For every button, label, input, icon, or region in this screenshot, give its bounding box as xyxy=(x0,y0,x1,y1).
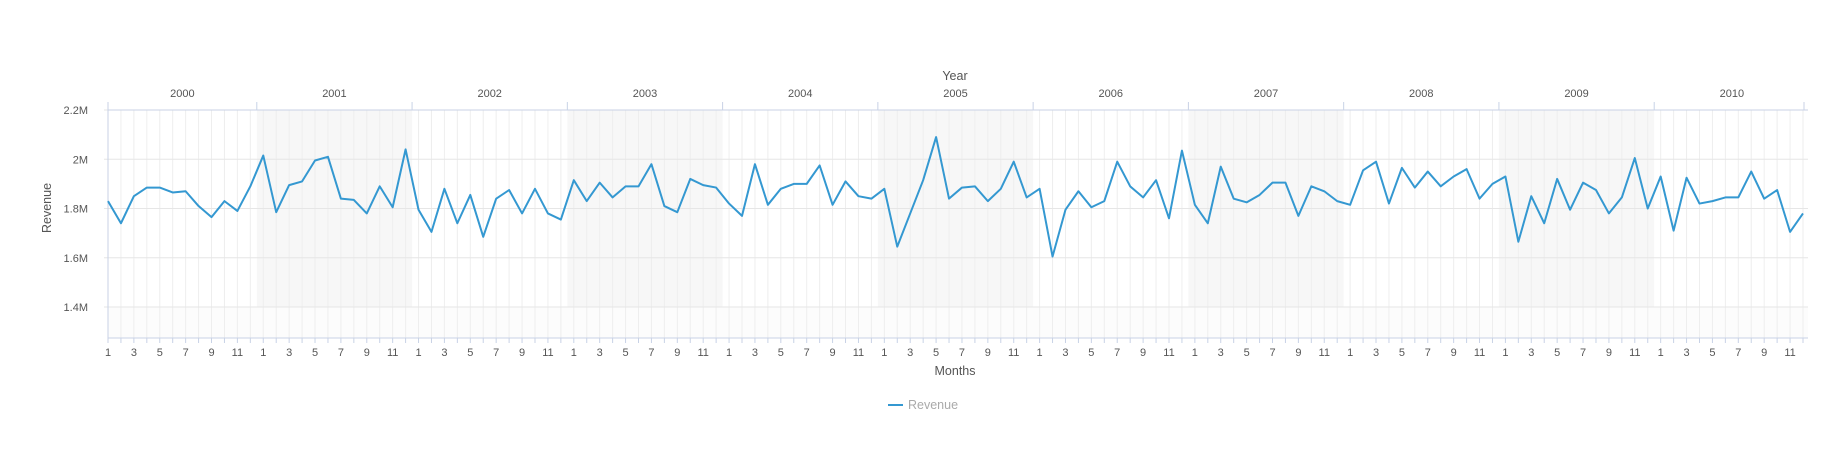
month-tick-label: 9 xyxy=(1451,347,1457,359)
month-tick-label: 7 xyxy=(1425,347,1431,359)
lower-band xyxy=(108,307,1808,338)
month-tick-label: 5 xyxy=(1088,347,1094,359)
month-tick-label: 5 xyxy=(157,347,163,359)
month-tick-label: 11 xyxy=(542,347,553,359)
year-bands xyxy=(108,110,1808,338)
month-tick-label: 11 xyxy=(1163,347,1174,359)
month-tick-label: 9 xyxy=(830,347,836,359)
y-tick-label: 1.8M xyxy=(64,204,88,216)
month-tick-label: 1 xyxy=(415,347,421,359)
y-axis-title: Revenue xyxy=(40,183,54,233)
month-tick-label: 9 xyxy=(1295,347,1301,359)
month-tick-label: 11 xyxy=(232,347,243,359)
month-tick-label: 3 xyxy=(441,347,447,359)
grid-lines xyxy=(104,109,1808,338)
month-tick-label: 9 xyxy=(208,347,214,359)
month-tick-label: 3 xyxy=(1528,347,1534,359)
month-tick-label: 1 xyxy=(1658,347,1664,359)
month-tick-label: 3 xyxy=(1683,347,1689,359)
month-tick-label: 5 xyxy=(778,347,784,359)
axes xyxy=(107,102,1808,343)
month-tick-label: 11 xyxy=(1784,347,1795,359)
month-tick-label: 3 xyxy=(752,347,758,359)
month-tick-label: 9 xyxy=(364,347,370,359)
month-tick-label: 9 xyxy=(1140,347,1146,359)
month-tick-label: 7 xyxy=(338,347,344,359)
month-tick-label: 7 xyxy=(959,347,965,359)
axis-labels: 1.4M 1.6M 1.8M 2M 2.2M 2000 2001 2002 2003 2004 20… xyxy=(64,88,1796,359)
month-tick-label: 11 xyxy=(697,347,708,359)
year-label-2001: 2001 xyxy=(322,88,346,100)
month-tick-label: 1 xyxy=(571,347,577,359)
month-tick-label: 5 xyxy=(467,347,473,359)
month-tick-label: 11 xyxy=(1474,347,1485,359)
year-label-2000: 2000 xyxy=(170,88,194,100)
year-label-2006: 2006 xyxy=(1099,88,1123,100)
month-tick-label: 11 xyxy=(1319,347,1330,359)
month-tick-label: 5 xyxy=(1244,347,1250,359)
year-label-2007: 2007 xyxy=(1254,88,1278,100)
year-label-2002: 2002 xyxy=(477,88,501,100)
month-tick-label: 7 xyxy=(648,347,654,359)
month-tick-label: 5 xyxy=(1554,347,1560,359)
month-tick-label: 9 xyxy=(519,347,525,359)
year-label-2010: 2010 xyxy=(1720,88,1744,100)
month-tick-label: 7 xyxy=(1580,347,1586,359)
month-tick-label: 9 xyxy=(674,347,680,359)
month-tick-label: 1 xyxy=(1037,347,1043,359)
month-tick-label: 11 xyxy=(387,347,398,359)
month-tick-label: 3 xyxy=(1062,347,1068,359)
y-tick-label: 2M xyxy=(73,154,88,166)
month-tick-label: 3 xyxy=(286,347,292,359)
month-tick-label: 1 xyxy=(726,347,732,359)
month-tick-label: 5 xyxy=(1399,347,1405,359)
x2-axis-title: Year xyxy=(942,69,967,83)
month-tick-label: 11 xyxy=(1008,347,1019,359)
month-tick-label: 5 xyxy=(933,347,939,359)
month-tick-label: 1 xyxy=(1502,347,1508,359)
month-tick-label: 5 xyxy=(312,347,318,359)
month-tick-label: 1 xyxy=(1192,347,1198,359)
month-tick-label: 3 xyxy=(907,347,913,359)
month-tick-label: 5 xyxy=(1709,347,1715,359)
legend-revenue-label: Revenue xyxy=(908,398,958,412)
month-tick-label: 7 xyxy=(493,347,499,359)
month-tick-label: 5 xyxy=(622,347,628,359)
month-tick-label: 11 xyxy=(1629,347,1640,359)
month-tick-label: 11 xyxy=(853,347,864,359)
month-tick-label: 3 xyxy=(597,347,603,359)
y-tick-label: 2.2M xyxy=(64,105,88,117)
year-label-2003: 2003 xyxy=(633,88,657,100)
series-line-revenue xyxy=(107,136,1804,258)
year-label-2004: 2004 xyxy=(788,88,812,100)
month-tick-label: 7 xyxy=(804,347,810,359)
month-tick-label: 1 xyxy=(105,347,111,359)
year-label-2008: 2008 xyxy=(1409,88,1433,100)
month-tick-label: 9 xyxy=(1761,347,1767,359)
month-tick-label: 1 xyxy=(1347,347,1353,359)
y-tick-label: 1.4M xyxy=(64,302,88,314)
year-label-2009: 2009 xyxy=(1564,88,1588,100)
month-tick-label: 3 xyxy=(1218,347,1224,359)
year-label-2005: 2005 xyxy=(943,88,967,100)
month-tick-label: 7 xyxy=(1269,347,1275,359)
month-tick-label: 7 xyxy=(1114,347,1120,359)
x-axis-title: Months xyxy=(935,364,976,378)
month-tick-label: 7 xyxy=(183,347,189,359)
month-tick-label: 3 xyxy=(1373,347,1379,359)
series-layer xyxy=(107,136,1804,258)
month-tick-label: 9 xyxy=(985,347,991,359)
month-tick-label: 1 xyxy=(260,347,266,359)
legend[interactable]: Revenue xyxy=(888,398,958,412)
y-tick-label: 1.6M xyxy=(64,253,88,265)
month-tick-label: 7 xyxy=(1735,347,1741,359)
month-tick-label: 1 xyxy=(881,347,887,359)
month-tick-label: 3 xyxy=(131,347,137,359)
month-tick-label: 9 xyxy=(1606,347,1612,359)
